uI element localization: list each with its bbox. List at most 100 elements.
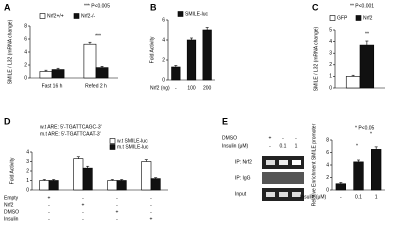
y-tick-label: 5: [329, 27, 332, 33]
panel-label: C: [312, 2, 319, 12]
x-tick-label: -: [340, 194, 342, 200]
annotation: * P<0.05: [355, 125, 375, 131]
blot-condition-sign: 1: [295, 143, 298, 149]
y-tick-label: 2: [326, 175, 329, 181]
bar: [39, 71, 53, 79]
blot-row-label: Input: [235, 191, 247, 197]
bar: [345, 76, 361, 89]
significance: *: [356, 143, 358, 149]
legend-label: Nrf2+/+: [47, 13, 64, 19]
condition-sign: -: [82, 195, 84, 201]
x-axis-label: Nrf2 (ng): [150, 85, 170, 91]
y-axis-label: Fold Activity: [149, 36, 155, 63]
legend-label: w.t SMILE-luc: [117, 138, 148, 144]
x-tick-label: -: [175, 85, 177, 91]
y-tick-label: 2: [162, 57, 165, 63]
panel-label: A: [4, 2, 11, 12]
y-axis-label: Relative Enrichment SMILE promoter: [311, 123, 317, 206]
condition-sign: -: [150, 209, 152, 215]
x-axis-label: Insulin (μM): [300, 194, 327, 200]
significance: **: [365, 31, 369, 37]
x-tick-label: 100: [187, 85, 196, 91]
significance: *: [370, 131, 372, 137]
x-tick-label: 1: [375, 194, 378, 200]
bar: [51, 69, 65, 79]
condition-sign: +: [116, 209, 119, 215]
bar: [39, 180, 50, 191]
bar: [171, 66, 181, 81]
bar: [95, 67, 109, 79]
condition-label: Insulin: [4, 216, 19, 222]
legend-label: Nrf2-/-: [81, 13, 96, 19]
blot-condition-sign: -: [295, 135, 297, 141]
legend-swatch: [329, 15, 336, 21]
y-tick-label: 0: [162, 77, 165, 83]
bar: [371, 149, 382, 191]
condition-sign: -: [116, 202, 118, 208]
blot-condition-sign: 0.1: [280, 143, 287, 149]
y-tick-label: 8: [326, 137, 329, 143]
bar: [48, 180, 59, 191]
legend-label: m.t SMILE-luc: [117, 144, 149, 150]
condition-sign: -: [116, 195, 118, 201]
blot-condition-label: DMSO: [222, 135, 237, 141]
legend-label: GFP: [337, 15, 348, 21]
sequence-note: w.t ARE: 5'-TGATTCAGC-3': [40, 124, 102, 130]
condition-sign: -: [48, 202, 50, 208]
panel-label: D: [4, 116, 11, 126]
y-tick-label: 8: [24, 23, 27, 29]
bar: [359, 44, 375, 89]
condition-sign: -: [48, 216, 50, 222]
y-tick-label: 6: [162, 17, 165, 23]
legend-label: Nrf2: [363, 15, 373, 21]
annotation: *** P<0.005: [84, 3, 110, 9]
bar: [202, 29, 212, 81]
y-tick-label: 0: [24, 75, 27, 81]
y-tick-label: 3: [329, 51, 332, 57]
condition-sign: -: [82, 216, 84, 222]
y-tick-label: 0: [26, 187, 29, 193]
panel-label: B: [150, 2, 157, 12]
figure: A 0 2 4 6 8 SMILE / L32 (mRNA change) Fast 16 h…: [4, 2, 385, 222]
condition-label: Empty: [4, 195, 19, 201]
sequence-note: m.t ARE: 5'-TGATTCAAT-3': [40, 131, 101, 137]
x-tick-label: Refed 2 h: [85, 83, 107, 89]
bar: [73, 158, 84, 191]
condition-sign: -: [82, 209, 84, 215]
bar: [116, 180, 127, 191]
y-tick-label: 0: [326, 187, 329, 193]
legend-swatch: [109, 144, 116, 150]
y-tick-label: 1: [26, 178, 29, 184]
condition-sign: -: [48, 209, 50, 215]
bar: [141, 161, 152, 191]
y-tick-label: 3: [26, 159, 29, 165]
y-axis-label: Fold Activity: [9, 157, 15, 184]
condition-sign: -: [116, 216, 118, 222]
x-tick-label: 0.1: [355, 194, 362, 200]
y-tick-label: 4: [26, 149, 29, 155]
y-tick-label: 1: [329, 74, 332, 80]
bar: [82, 167, 93, 191]
legend-swatch: [355, 15, 362, 21]
y-axis-label: SMILE / L32 (mRNA change): [313, 26, 319, 91]
x-tick-label: Fast 16 h: [42, 83, 63, 89]
blot-condition-sign: +: [269, 135, 272, 141]
blot-condition-label: Insulin (μM): [222, 143, 249, 149]
significance: ***: [95, 33, 101, 39]
y-axis-label: SMILE / L32 (mRNA change): [7, 19, 13, 84]
y-tick-label: 2: [24, 62, 27, 68]
blot-row-label: IP: Nrf2: [235, 159, 252, 165]
condition-sign: -: [150, 195, 152, 201]
y-tick-label: 4: [329, 39, 332, 45]
y-tick-label: 4: [162, 37, 165, 43]
y-tick-label: 4: [326, 162, 329, 168]
bar: [107, 180, 118, 191]
panel-label: E: [222, 116, 228, 126]
blot-row-label: IP: IgG: [235, 175, 251, 181]
y-tick-label: 2: [329, 62, 332, 68]
bar: [83, 43, 97, 79]
y-tick-label: 2: [26, 168, 29, 174]
condition-sign: +: [82, 202, 85, 208]
y-tick-label: 4: [24, 49, 27, 55]
condition-sign: +: [48, 195, 51, 201]
